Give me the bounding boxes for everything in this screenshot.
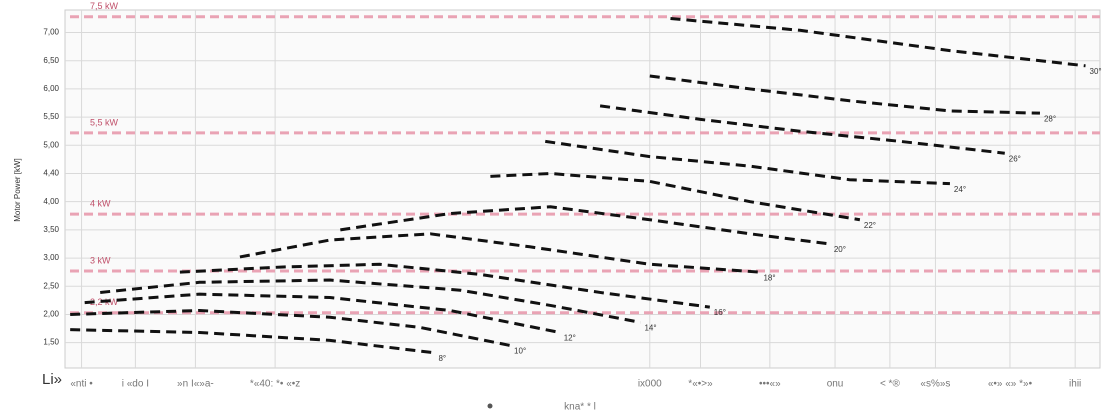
threshold-label: 7,5 kW [90, 1, 119, 11]
x-tick-label: ix000 [638, 379, 662, 390]
curve [84, 292, 561, 334]
curve [599, 104, 1005, 155]
curve [179, 262, 711, 309]
y-tick-label: 4,40 [43, 169, 59, 178]
series-label: 14° [644, 323, 656, 332]
curve [490, 171, 861, 222]
curve [70, 328, 435, 355]
y-tick-label: 2,00 [43, 310, 59, 319]
x-tick-label: •••«» [759, 379, 781, 390]
x-tick-label: < *® [880, 379, 901, 390]
curve [340, 205, 831, 246]
series-label: 24° [954, 185, 966, 194]
y-tick-label: 5,00 [43, 140, 59, 149]
y-tick-label: 3,00 [43, 253, 59, 262]
curve [239, 232, 760, 274]
x-axis-label: kna* * l [564, 402, 596, 413]
x-tick-label: «nti • [70, 379, 93, 390]
series-label: 16° [714, 308, 726, 317]
y-axis-label: Motor Power [kW] [13, 158, 22, 222]
series-label: 10° [514, 347, 526, 356]
x-tick-label: onu [827, 379, 844, 390]
series-label: 12° [564, 334, 576, 343]
threshold-label: 3 kW [90, 255, 111, 265]
threshold-label: 4 kW [90, 198, 111, 208]
curve [545, 139, 950, 186]
series-label: 22° [864, 221, 876, 230]
y-tick-label: 2,50 [43, 281, 59, 290]
y-tick-label: 6,00 [43, 84, 59, 93]
y-tick-label: 3,50 [43, 225, 59, 234]
y-tick-label: 1,50 [43, 338, 59, 347]
x-tick-label: «•» «» *»• [988, 379, 1033, 390]
curve [670, 16, 1086, 68]
threshold-label: 5,5 kW [90, 117, 119, 127]
x-tick-label: «s%»s [920, 379, 950, 390]
curve [70, 308, 511, 347]
y-tick-label: 6,50 [43, 56, 59, 65]
x-tick-label: »n I«»a- [177, 379, 214, 390]
series-label: 20° [834, 245, 846, 254]
plot-area [64, 9, 1101, 369]
y-tick-label: 7,00 [43, 28, 59, 37]
series-label: 18° [763, 273, 775, 282]
x-tick-label: *«40: *• «•z [250, 379, 300, 390]
series-label: 26° [1009, 154, 1021, 163]
curve [649, 74, 1041, 115]
curve [100, 278, 641, 324]
x-tick-label: ihii [1069, 379, 1081, 390]
series-label: 30° [1090, 67, 1102, 76]
legend-dot [487, 403, 493, 409]
x-tick-label: *«•>» [688, 379, 713, 390]
y-tick-label: 4,00 [43, 197, 59, 206]
corner-text: Li» [42, 371, 62, 388]
series-label: 28° [1044, 114, 1056, 123]
series-label: 8° [438, 354, 446, 363]
x-tick-label: i «do I [122, 379, 149, 390]
y-tick-label: 5,50 [43, 112, 59, 121]
